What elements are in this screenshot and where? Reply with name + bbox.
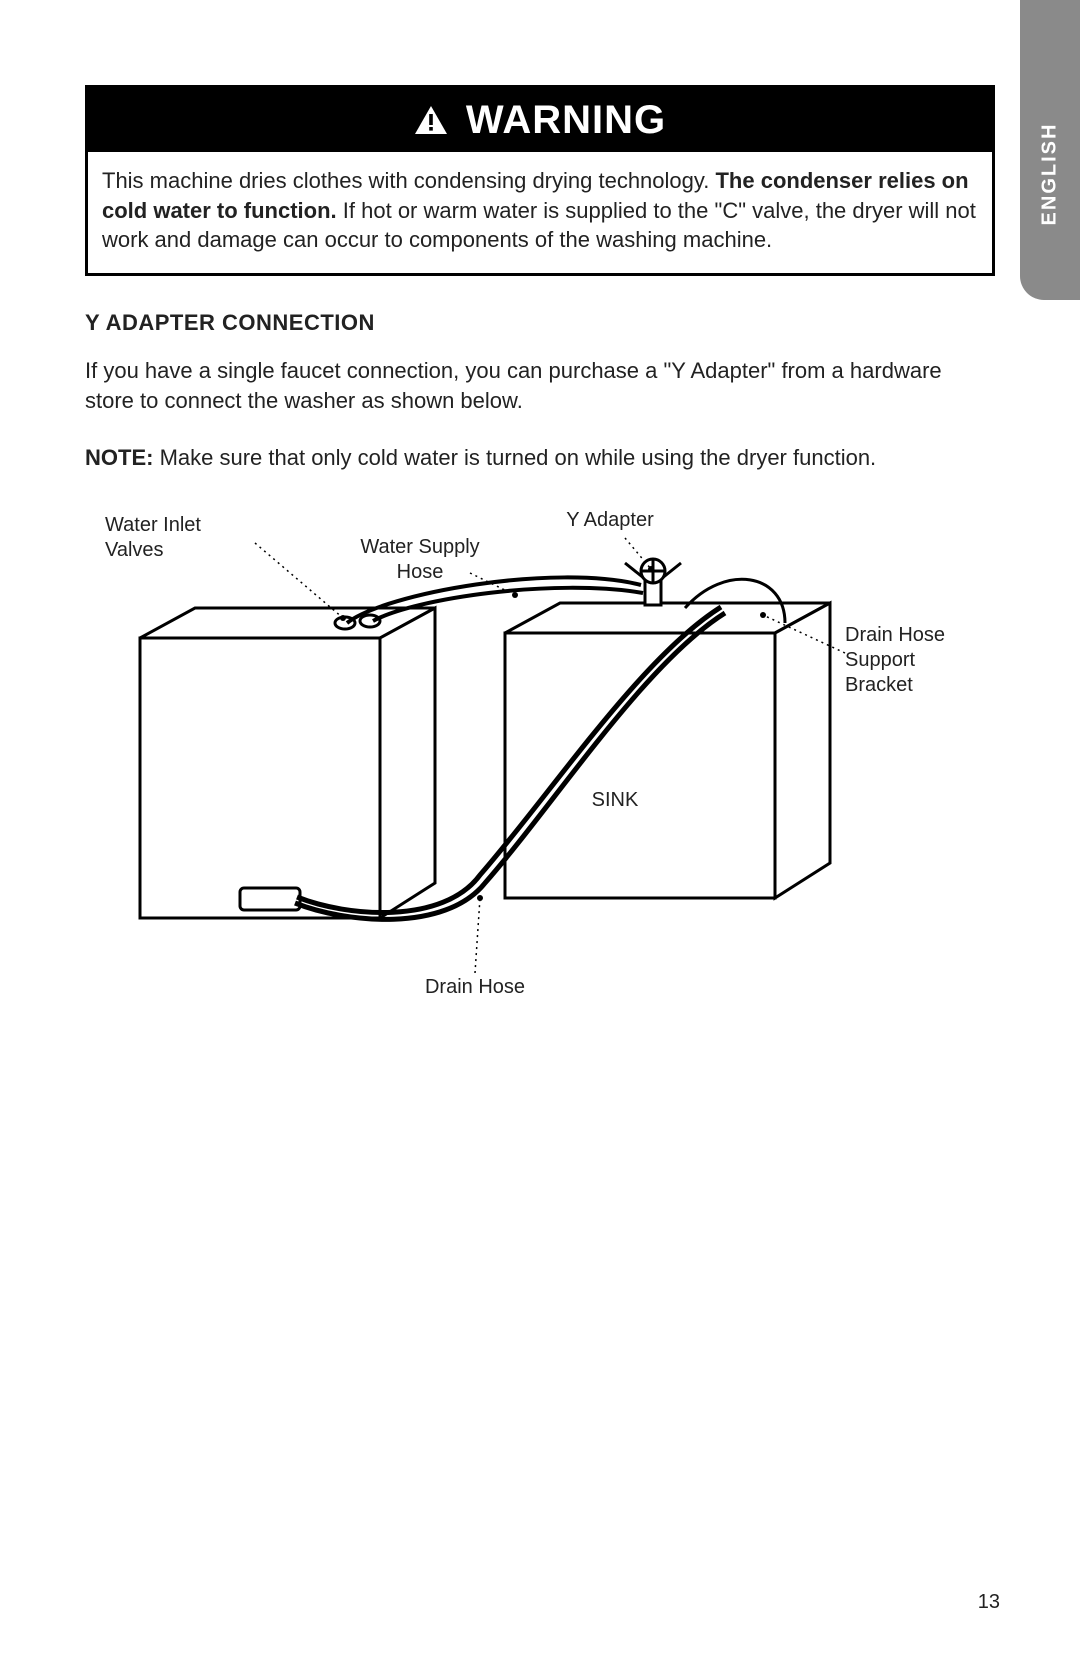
note-line: NOTE: Make sure that only cold water is … <box>85 443 995 473</box>
warning-box: WARNING This machine dries clothes with … <box>85 85 995 276</box>
label-drain-hose-support: Drain HoseSupportBracket <box>845 623 985 698</box>
warning-triangle-icon <box>414 105 448 135</box>
warning-header: WARNING <box>88 88 992 152</box>
label-sink: SINK <box>575 788 655 813</box>
page: ENGLISH WARNING This machine dries cloth… <box>0 0 1080 1669</box>
note-label: NOTE: <box>85 445 153 470</box>
language-side-tab: ENGLISH <box>1020 0 1080 300</box>
label-y-adapter: Y Adapter <box>540 508 680 533</box>
warning-title: WARNING <box>466 98 666 143</box>
section-title: Y ADAPTER CONNECTION <box>85 310 995 336</box>
y-adapter-diagram: Water InletValves Water SupplyHose Y Ada… <box>85 503 995 1023</box>
page-number: 13 <box>978 1591 1000 1614</box>
content-area: WARNING This machine dries clothes with … <box>85 85 995 1023</box>
warning-body-pre: This machine dries clothes with condensi… <box>102 168 715 193</box>
note-text: Make sure that only cold water is turned… <box>153 445 876 470</box>
language-label: ENGLISH <box>1039 123 1062 226</box>
label-water-inlet-valves: Water InletValves <box>105 513 255 563</box>
diagram-svg <box>85 503 995 1023</box>
warning-body: This machine dries clothes with condensi… <box>88 152 992 273</box>
label-water-supply-hose: Water SupplyHose <box>340 535 500 585</box>
section-paragraph: If you have a single faucet connection, … <box>85 356 995 415</box>
label-drain-hose: Drain Hose <box>405 975 545 1000</box>
